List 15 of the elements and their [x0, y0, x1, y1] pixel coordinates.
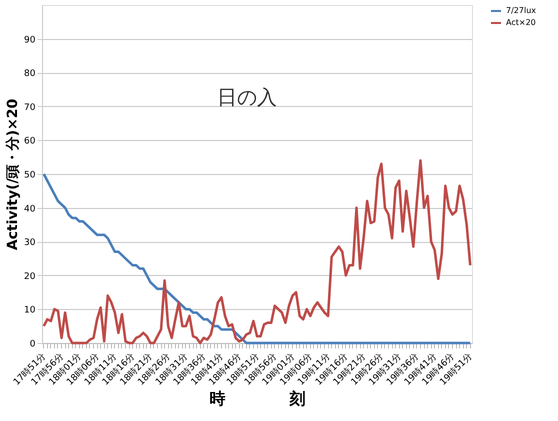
annotation: 日の入	[217, 85, 277, 109]
y-tick-label: 40	[24, 204, 36, 214]
y-tick-label: 20	[24, 272, 36, 282]
y-tick-label: 60	[24, 136, 36, 147]
legend-label: 7/27lux	[506, 6, 536, 15]
y-tick-label: 30	[24, 238, 36, 248]
y-axis-title: Activity(/頭・分)×20	[5, 98, 22, 250]
y-tick-label: 50	[24, 170, 36, 180]
x-axis-title: 時 刻	[210, 388, 306, 408]
y-tick-label: 70	[24, 102, 36, 113]
y-tick-label: 90	[24, 35, 36, 46]
legend-label: Act×20	[506, 18, 536, 27]
y-tick-label: 80	[24, 69, 36, 80]
y-tick-label: 0	[30, 340, 36, 350]
y-tick-label: 10	[24, 306, 36, 316]
